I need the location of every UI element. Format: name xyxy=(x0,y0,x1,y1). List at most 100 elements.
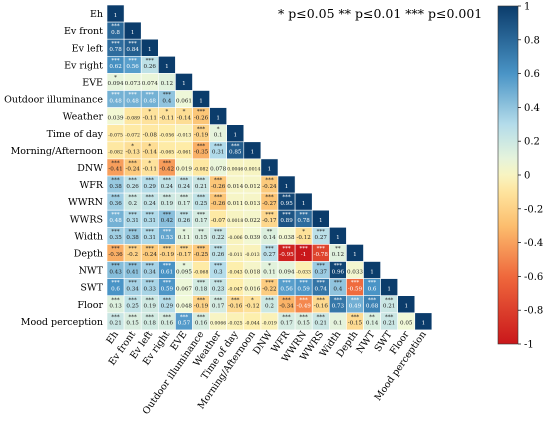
cell-significance-stars: *** xyxy=(163,195,172,201)
cell-significance-stars: *** xyxy=(265,212,274,218)
cell-value-label: -0.78 xyxy=(314,252,329,258)
cell-value-label: 0.61 xyxy=(161,269,173,275)
cell-value-label: 0.16 xyxy=(161,321,174,327)
cell-value-label: 0.74 xyxy=(315,286,328,292)
cell-value-label: -0.065 xyxy=(159,150,174,156)
cell-value-label: -0.006 xyxy=(228,235,243,241)
cell-value-label: -0.061 xyxy=(177,150,192,156)
cell-value-label: 0.41 xyxy=(126,269,138,275)
cell-significance-stars: *** xyxy=(265,178,274,184)
cell-value-label: 0.1 xyxy=(333,321,342,327)
significance-legend: * p≤0.05 ** p≤0.01 *** p≤0.001 xyxy=(278,6,482,21)
cell-value-label: 0.27 xyxy=(315,235,328,241)
colorbar: 1 0.8 0.6 0.4 0.2 0 -0.2 -0.4 -0.6 -0.8 -1 xyxy=(497,2,543,351)
cell-significance-stars: *** xyxy=(317,297,326,303)
cell-value-label: 0.34 xyxy=(126,286,139,292)
cell-significance-stars: *** xyxy=(282,280,291,286)
cell-value-label: 0.19 xyxy=(144,303,157,309)
cell-value-label: 0.34 xyxy=(144,269,157,275)
cell-significance-stars: *** xyxy=(129,297,138,303)
cell-value-label: -0.044 xyxy=(245,321,260,327)
cell-significance-stars: *** xyxy=(129,161,138,167)
cell-value-label: 0.095 xyxy=(176,269,192,275)
cell-value-label: 0.73 xyxy=(332,303,345,309)
cell-value-label: 0.25 xyxy=(126,303,139,309)
cell-significance-stars: *** xyxy=(146,229,155,235)
cell-significance-stars: *** xyxy=(146,246,155,252)
cell-value-label: 0.48 xyxy=(109,218,122,224)
cell-value-label: -0.16 xyxy=(314,303,329,309)
cell-significance-stars: *** xyxy=(214,297,223,303)
cell-significance-stars: *** xyxy=(111,297,120,303)
cell-significance-stars: *** xyxy=(214,263,223,269)
cell-value-label: 0.68 xyxy=(366,303,379,309)
heatmap-cells: 10.8***10.78***0.84***10.62***0.56***0.2… xyxy=(106,4,433,331)
cell-value-label: 1 xyxy=(131,30,135,36)
cell-value-label: 0.0018 xyxy=(227,218,243,224)
cell-significance-stars: *** xyxy=(197,143,206,149)
cell-significance-stars: *** xyxy=(334,263,343,269)
cell-significance-stars: * xyxy=(302,229,305,235)
cell-significance-stars: * xyxy=(131,143,134,149)
cell-value-label: 0.0046 xyxy=(227,167,243,173)
cell-significance-stars: *** xyxy=(111,229,120,235)
cell-value-label: 0.21 xyxy=(383,321,395,327)
row-label: WFR xyxy=(79,180,103,191)
cell-value-label: -0.07 xyxy=(211,218,226,224)
cell-significance-stars: *** xyxy=(265,246,274,252)
cell-value-label: -0.11 xyxy=(143,167,157,173)
cell-value-label: 0.35 xyxy=(109,235,122,241)
cell-significance-stars: *** xyxy=(214,246,223,252)
cell-value-label: 0.62 xyxy=(109,64,122,70)
cell-significance-stars: * xyxy=(148,109,151,115)
cell-value-label: 0.17 xyxy=(280,321,293,327)
cell-significance-stars: *** xyxy=(300,246,309,252)
cell-significance-stars: *** xyxy=(282,212,291,218)
cell-significance-stars: *** xyxy=(129,280,138,286)
cell-significance-stars: * xyxy=(217,126,220,132)
cell-significance-stars: *** xyxy=(146,212,155,218)
cell-significance-stars: * xyxy=(268,263,271,269)
cell-value-label: 0.29 xyxy=(144,184,157,190)
cell-significance-stars: *** xyxy=(214,143,223,149)
cell-significance-stars: *** xyxy=(129,41,138,47)
cell-significance-stars: *** xyxy=(111,92,120,98)
cell-value-label: 0.12 xyxy=(332,252,345,258)
cell-value-label: 0.21 xyxy=(109,321,121,327)
cell-value-label: 0.78 xyxy=(109,47,122,53)
cell-significance-stars: * xyxy=(251,297,254,303)
cell-value-label: 1 xyxy=(319,218,323,224)
cell-value-label: 0.24 xyxy=(161,184,174,190)
cell-significance-stars: *** xyxy=(197,246,206,252)
cell-value-label: 0.013 xyxy=(244,201,260,207)
cell-value-label: 0.11 xyxy=(178,235,190,241)
cell-value-label: 0.019 xyxy=(176,167,192,173)
cell-value-label: 0.067 xyxy=(176,286,192,292)
cell-significance-stars: *** xyxy=(197,297,206,303)
cell-value-label: -0.22 xyxy=(262,286,277,292)
cell-value-label: 0.26 xyxy=(126,184,139,190)
colorbar-tick-label: 0.2 xyxy=(524,137,540,148)
cell-value-label: 1 xyxy=(422,321,426,327)
cell-value-label: 0.42 xyxy=(161,218,174,224)
cell-significance-stars: *** xyxy=(111,263,120,269)
cell-significance-stars: *** xyxy=(129,58,138,64)
cell-value-label: 0.95 xyxy=(280,201,293,207)
cell-significance-stars: *** xyxy=(214,280,223,286)
cell-significance-stars: *** xyxy=(197,195,206,201)
cell-significance-stars: *** xyxy=(317,246,326,252)
cell-value-label: -0.08 xyxy=(143,132,158,138)
cell-significance-stars: *** xyxy=(351,297,360,303)
row-label: NWT xyxy=(79,266,104,277)
cell-value-label: -0.14 xyxy=(143,150,158,156)
cell-significance-stars: *** xyxy=(334,297,343,303)
cell-value-label: 0.6 xyxy=(111,286,120,292)
row-label: Ev front xyxy=(64,26,103,37)
cell-value-label: 0.061 xyxy=(176,98,192,104)
cell-value-label: 1 xyxy=(216,115,220,121)
cell-value-label: -0.34 xyxy=(279,303,294,309)
cell-significance-stars: *** xyxy=(111,41,120,47)
cell-value-label: 0.48 xyxy=(126,98,139,104)
